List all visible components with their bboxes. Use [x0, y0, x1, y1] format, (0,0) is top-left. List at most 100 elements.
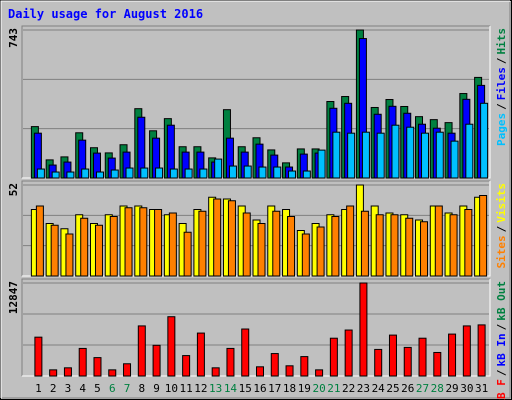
bar: [434, 205, 443, 277]
panel-bevel: [22, 279, 491, 377]
bar: [95, 171, 104, 179]
x-tick-label: 17: [268, 382, 281, 395]
bar: [315, 369, 324, 377]
bar: [155, 167, 164, 179]
bar: [81, 168, 90, 179]
bar: [462, 325, 471, 377]
x-tick-label: 2: [50, 382, 57, 395]
x-tick-label: 18: [283, 382, 296, 395]
x-tick-label: 20: [312, 382, 325, 395]
legend-entry: Sites: [495, 235, 508, 268]
x-tick-label: 24: [372, 382, 386, 395]
legend-entry: Hits: [495, 28, 508, 55]
bar: [183, 231, 192, 277]
bar: [301, 233, 310, 277]
bar: [347, 132, 356, 179]
bar: [388, 334, 397, 377]
legend: Pages / Files / Hits: [495, 28, 508, 146]
x-tick-label: 4: [79, 382, 86, 395]
bar: [360, 210, 369, 277]
bar: [154, 209, 163, 277]
bar: [287, 216, 296, 277]
bar: [140, 167, 149, 179]
bar: [479, 195, 488, 277]
bar: [182, 355, 191, 377]
bar: [270, 353, 279, 377]
bar: [374, 348, 383, 377]
bar: [78, 347, 87, 377]
bar: [214, 158, 223, 179]
x-tick-label: 12: [194, 382, 207, 395]
bar: [80, 217, 89, 277]
legend-separator: /: [495, 369, 508, 376]
legend-entry: Visits: [495, 183, 508, 223]
bar: [241, 328, 250, 377]
x-tick-label: 6: [109, 382, 116, 395]
bar: [464, 209, 473, 277]
bar: [359, 282, 368, 377]
bar: [406, 126, 415, 179]
bar: [35, 205, 44, 277]
legend-entry: Pages: [495, 113, 508, 146]
bar: [125, 167, 134, 179]
panel-bevel: [22, 181, 491, 277]
bar: [34, 336, 43, 377]
legend-entry: Files: [495, 67, 508, 100]
bar: [167, 316, 176, 377]
legend: kB F / kB In / kB Out: [495, 281, 508, 400]
x-tick-label: 1: [35, 382, 42, 395]
bar: [213, 198, 222, 277]
legend-entry: kB Out: [495, 281, 508, 321]
bar: [49, 369, 58, 377]
bar: [93, 357, 102, 377]
x-tick-label: 10: [165, 382, 178, 395]
panel-bevel: [21, 25, 490, 178]
bar: [139, 207, 148, 277]
x-tick-label: 31: [475, 382, 488, 395]
bar: [94, 224, 103, 277]
bar: [316, 226, 325, 277]
bar: [361, 131, 370, 179]
bar: [257, 223, 266, 277]
bar: [449, 214, 458, 277]
bar: [317, 149, 326, 179]
bar: [480, 102, 489, 179]
bar: [124, 207, 133, 277]
bar: [258, 166, 267, 179]
bar: [36, 168, 45, 179]
x-tick-label: 29: [445, 382, 458, 395]
x-tick-label: 19: [298, 382, 311, 395]
bar: [108, 369, 117, 377]
legend: Sites / Visits: [495, 183, 508, 269]
bar: [243, 165, 252, 179]
bar: [273, 166, 282, 179]
x-tick-label: 15: [239, 382, 252, 395]
bar: [198, 210, 207, 277]
bar: [376, 132, 385, 179]
bar: [184, 168, 193, 179]
legend-entry: kB In: [495, 333, 508, 366]
bar: [65, 233, 74, 277]
bar: [50, 224, 59, 277]
bar: [331, 216, 340, 277]
y-tick-label: 52: [7, 183, 20, 196]
bar: [288, 170, 297, 179]
bar: [300, 356, 309, 377]
bar: [433, 351, 442, 377]
x-tick-label: 5: [94, 382, 101, 395]
bar: [169, 168, 178, 179]
x-tick-label: 11: [180, 382, 193, 395]
bar: [152, 344, 161, 377]
bar: [477, 324, 486, 377]
panel-bevel: [22, 26, 491, 179]
bar: [448, 333, 457, 377]
bar: [109, 216, 118, 277]
bar: [405, 217, 414, 277]
bar: [226, 347, 235, 377]
bar: [228, 165, 237, 179]
bar: [420, 221, 429, 277]
bar: [346, 205, 355, 277]
x-tick-label: 25: [386, 382, 399, 395]
panel-bevel: [21, 180, 490, 276]
